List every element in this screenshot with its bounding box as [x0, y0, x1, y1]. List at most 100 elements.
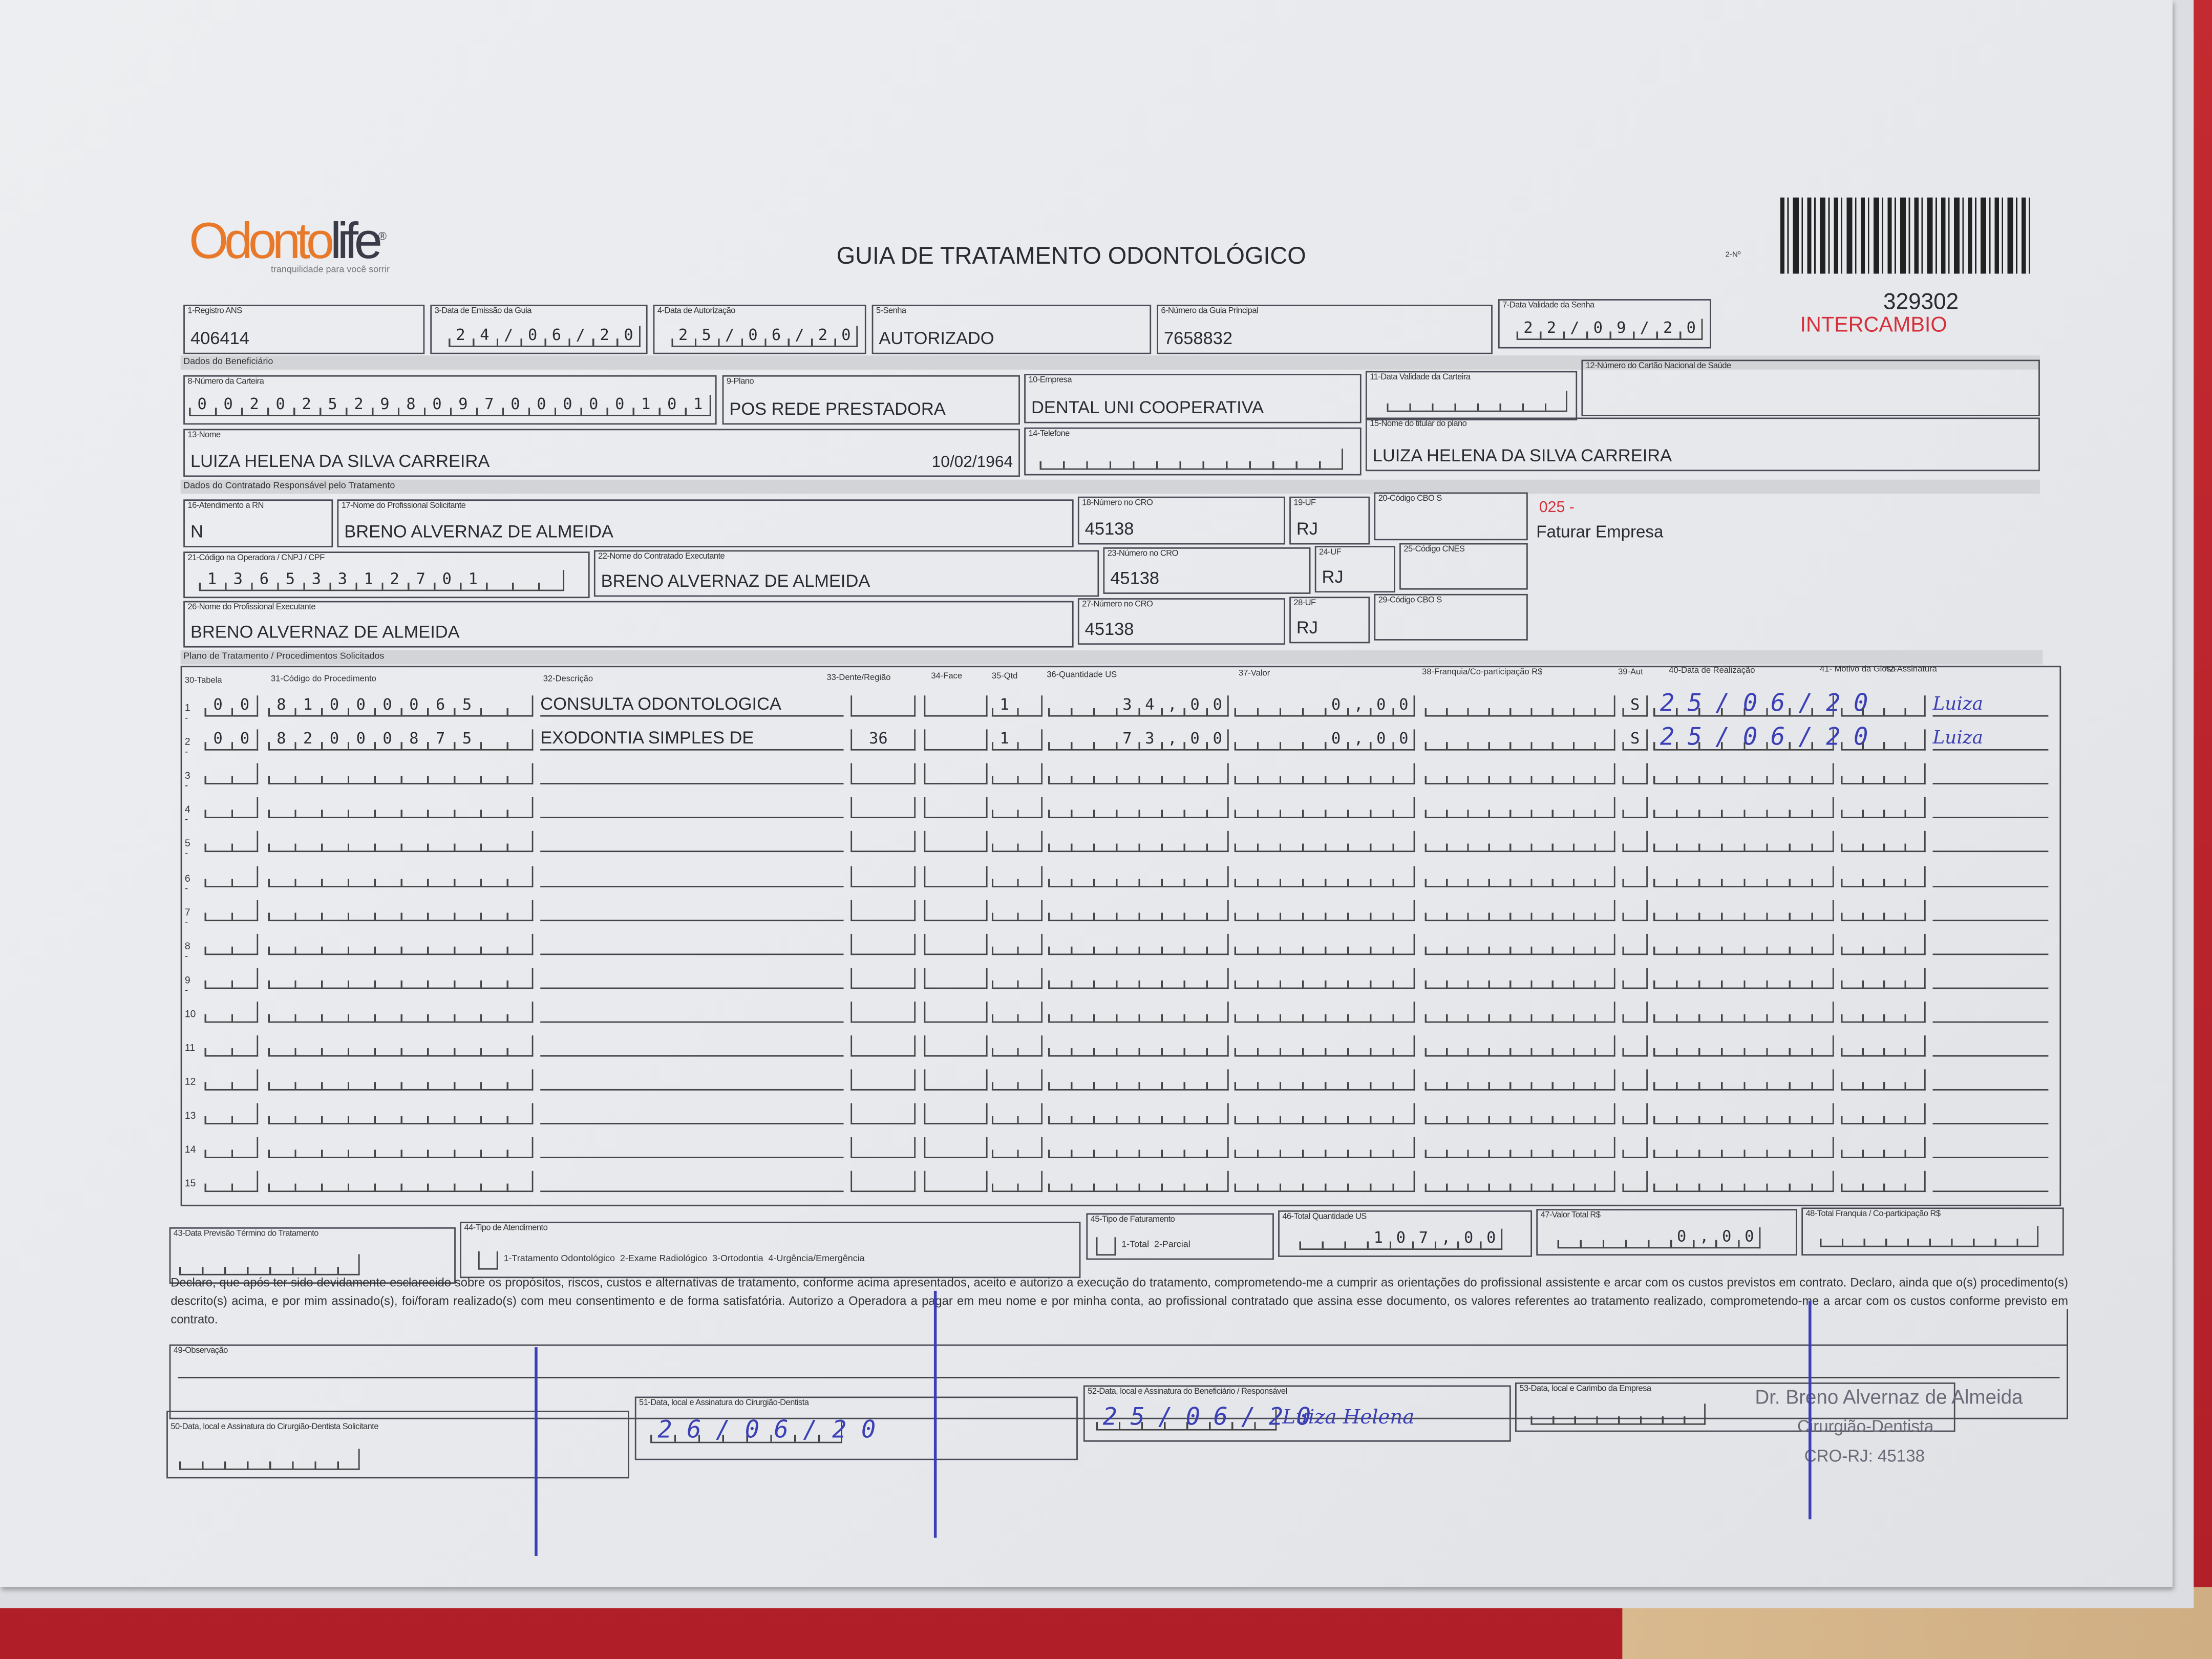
qtd-comb[interactable]: [991, 1171, 1043, 1193]
assinatura-field[interactable]: [1932, 1034, 2049, 1057]
dente-box[interactable]: [850, 1103, 916, 1125]
codigo-comb[interactable]: [268, 1171, 534, 1193]
descricao-field[interactable]: [540, 1000, 844, 1023]
descricao-field[interactable]: [540, 966, 844, 989]
assinatura-field[interactable]: [1932, 1136, 2049, 1159]
data-realizacao-comb[interactable]: 25/06/20: [1653, 692, 1868, 717]
dente-box[interactable]: [850, 899, 916, 921]
codigo-comb[interactable]: 81000065: [268, 695, 534, 717]
glosa-comb[interactable]: [1841, 1069, 1926, 1091]
tabela-comb[interactable]: [204, 1103, 259, 1125]
assinatura-field[interactable]: [1932, 1000, 2049, 1023]
aut-comb[interactable]: [1622, 1137, 1648, 1159]
valor-comb[interactable]: [1234, 1001, 1415, 1023]
assinatura-field[interactable]: [1932, 1068, 2049, 1091]
valor-comb[interactable]: [1234, 1035, 1415, 1057]
data-realizacao-comb[interactable]: [1653, 831, 1834, 853]
aut-comb[interactable]: [1622, 865, 1648, 887]
tabela-comb[interactable]: [204, 933, 259, 955]
quantidade-us-comb[interactable]: [1048, 967, 1229, 989]
tabela-comb[interactable]: [204, 1001, 259, 1023]
franquia-comb[interactable]: [1424, 899, 1615, 921]
assinatura-field[interactable]: [1932, 796, 2049, 819]
codigo-comb[interactable]: [268, 831, 534, 853]
franquia-comb[interactable]: [1424, 1171, 1615, 1193]
dente-box[interactable]: 36: [850, 729, 916, 751]
tabela-comb[interactable]: [204, 967, 259, 989]
franquia-comb[interactable]: [1424, 695, 1615, 717]
qtd-comb[interactable]: 1: [991, 729, 1043, 751]
franquia-comb[interactable]: [1424, 1137, 1615, 1159]
face-box[interactable]: [924, 1069, 988, 1091]
tabela-comb[interactable]: [204, 1035, 259, 1057]
valor-comb[interactable]: 0,00: [1234, 729, 1415, 751]
glosa-comb[interactable]: [1841, 967, 1926, 989]
franquia-comb[interactable]: [1424, 763, 1615, 785]
assinatura-field[interactable]: [1932, 830, 2049, 853]
aut-comb[interactable]: [1622, 1171, 1648, 1193]
descricao-field[interactable]: [540, 830, 844, 853]
checkbox-tipo-atendimento[interactable]: [478, 1251, 498, 1270]
data-realizacao-comb[interactable]: [1653, 1069, 1834, 1091]
face-box[interactable]: [924, 899, 988, 921]
data-realizacao-comb[interactable]: [1653, 1171, 1834, 1193]
codigo-comb[interactable]: [268, 797, 534, 819]
valor-comb[interactable]: [1234, 1103, 1415, 1125]
data-realizacao-comb[interactable]: [1653, 933, 1834, 955]
quantidade-us-comb[interactable]: [1048, 1137, 1229, 1159]
assinatura-field[interactable]: [1932, 966, 2049, 989]
descricao-field[interactable]: [540, 1102, 844, 1125]
descricao-field[interactable]: CONSULTA ODONTOLOGICA: [540, 694, 844, 717]
face-box[interactable]: [924, 865, 988, 887]
dente-box[interactable]: [850, 865, 916, 887]
quantidade-us-comb[interactable]: [1048, 865, 1229, 887]
descricao-field[interactable]: [540, 1136, 844, 1159]
valor-comb[interactable]: [1234, 899, 1415, 921]
glosa-comb[interactable]: [1841, 729, 1926, 751]
glosa-comb[interactable]: [1841, 797, 1926, 819]
tabela-comb[interactable]: [204, 865, 259, 887]
qtd-comb[interactable]: [991, 933, 1043, 955]
tabela-comb[interactable]: [204, 1171, 259, 1193]
quantidade-us-comb[interactable]: [1048, 763, 1229, 785]
quantidade-us-comb[interactable]: [1048, 1001, 1229, 1023]
assinatura-field[interactable]: Luiza: [1932, 728, 2049, 751]
franquia-comb[interactable]: [1424, 1103, 1615, 1125]
face-box[interactable]: [924, 831, 988, 853]
data-realizacao-comb[interactable]: [1653, 1137, 1834, 1159]
glosa-comb[interactable]: [1841, 899, 1926, 921]
aut-comb[interactable]: [1622, 1001, 1648, 1023]
tabela-comb[interactable]: [204, 831, 259, 853]
franquia-comb[interactable]: [1424, 967, 1615, 989]
codigo-comb[interactable]: [268, 763, 534, 785]
qtd-comb[interactable]: [991, 865, 1043, 887]
tabela-comb[interactable]: 00: [204, 729, 259, 751]
qtd-comb[interactable]: [991, 1103, 1043, 1125]
descricao-field[interactable]: [540, 1170, 844, 1193]
valor-comb[interactable]: [1234, 933, 1415, 955]
face-box[interactable]: [924, 1103, 988, 1125]
aut-comb[interactable]: [1622, 831, 1648, 853]
descricao-field[interactable]: [540, 796, 844, 819]
valor-comb[interactable]: [1234, 1171, 1415, 1193]
qtd-comb[interactable]: [991, 967, 1043, 989]
quantidade-us-comb[interactable]: [1048, 1171, 1229, 1193]
data-realizacao-comb[interactable]: [1653, 763, 1834, 785]
valor-comb[interactable]: [1234, 763, 1415, 785]
quantidade-us-comb[interactable]: 34,00: [1048, 695, 1229, 717]
face-box[interactable]: [924, 967, 988, 989]
quantidade-us-comb[interactable]: [1048, 797, 1229, 819]
face-box[interactable]: [924, 695, 988, 717]
assinatura-field[interactable]: [1932, 1170, 2049, 1193]
tabela-comb[interactable]: [204, 797, 259, 819]
franquia-comb[interactable]: [1424, 831, 1615, 853]
glosa-comb[interactable]: [1841, 1001, 1926, 1023]
glosa-comb[interactable]: [1841, 865, 1926, 887]
tabela-comb[interactable]: [204, 763, 259, 785]
glosa-comb[interactable]: [1841, 831, 1926, 853]
assinatura-field[interactable]: [1932, 864, 2049, 887]
glosa-comb[interactable]: [1841, 1103, 1926, 1125]
glosa-comb[interactable]: [1841, 1035, 1926, 1057]
valor-comb[interactable]: [1234, 831, 1415, 853]
glosa-comb[interactable]: [1841, 933, 1926, 955]
